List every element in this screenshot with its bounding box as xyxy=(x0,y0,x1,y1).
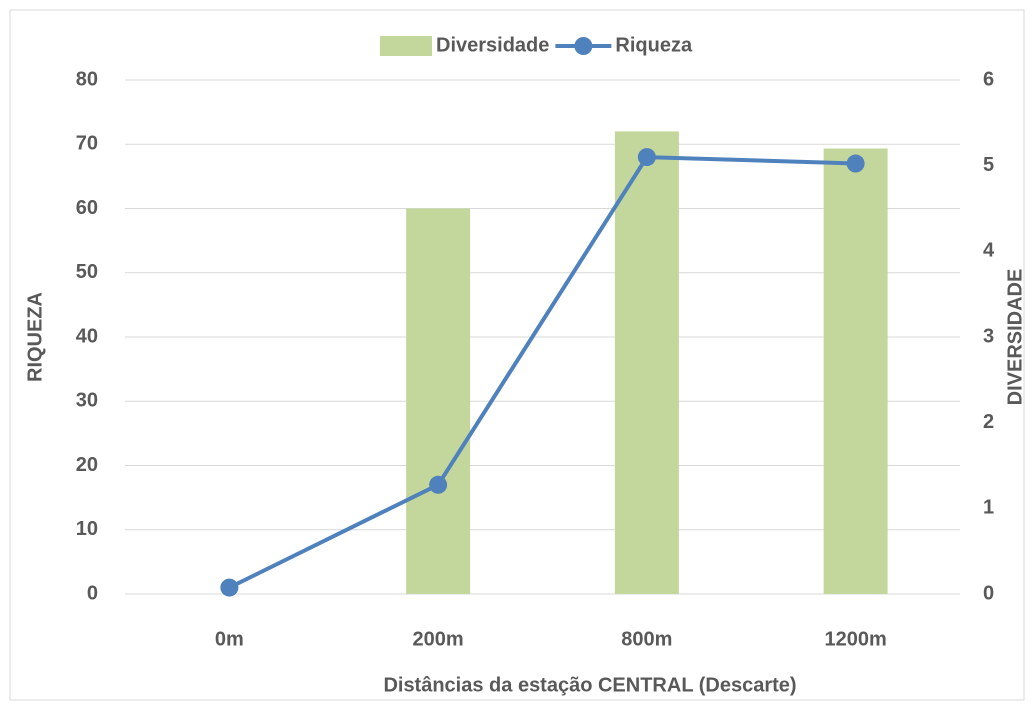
y-tick-label: 0 xyxy=(87,582,98,604)
legend-swatch xyxy=(380,36,432,56)
y-tick-label: 70 xyxy=(76,133,98,155)
y-tick-label: 50 xyxy=(76,261,98,283)
y2-tick-label: 4 xyxy=(983,240,995,262)
y2-tick-label: 1 xyxy=(983,497,994,519)
x-axis-title: Distâncias da estação CENTRAL (Descarte) xyxy=(383,674,796,696)
y2-tick-label: 5 xyxy=(983,154,994,176)
legend-label: Riqueza xyxy=(615,34,693,56)
y-tick-label: 80 xyxy=(76,68,98,90)
line-marker xyxy=(846,154,865,173)
y-tick-label: 60 xyxy=(76,197,98,219)
y-tick-label: 20 xyxy=(76,454,98,476)
legend-marker xyxy=(574,37,593,55)
y-tick-label: 40 xyxy=(76,325,98,347)
bar xyxy=(614,131,679,594)
y2-axis-title: DIVERSIDADE xyxy=(1004,269,1026,406)
y-tick-label: 10 xyxy=(76,518,98,540)
line-marker xyxy=(637,148,656,167)
bar xyxy=(823,148,888,595)
y2-tick-label: 2 xyxy=(983,411,994,433)
line-marker xyxy=(220,578,239,597)
x-tick-label: 200m xyxy=(413,628,464,650)
y2-tick-label: 6 xyxy=(983,68,994,90)
legend-label: Diversidade xyxy=(436,34,549,56)
y-axis-title: RIQUEZA xyxy=(24,292,46,382)
line-marker xyxy=(429,475,448,494)
x-tick-label: 1200m xyxy=(824,628,886,650)
bar xyxy=(406,208,471,594)
y2-tick-label: 3 xyxy=(983,325,994,347)
x-tick-label: 0m xyxy=(215,628,244,650)
y-tick-label: 30 xyxy=(76,390,98,412)
x-tick-label: 800m xyxy=(621,628,672,650)
y2-tick-label: 0 xyxy=(983,582,994,604)
line xyxy=(228,155,856,590)
